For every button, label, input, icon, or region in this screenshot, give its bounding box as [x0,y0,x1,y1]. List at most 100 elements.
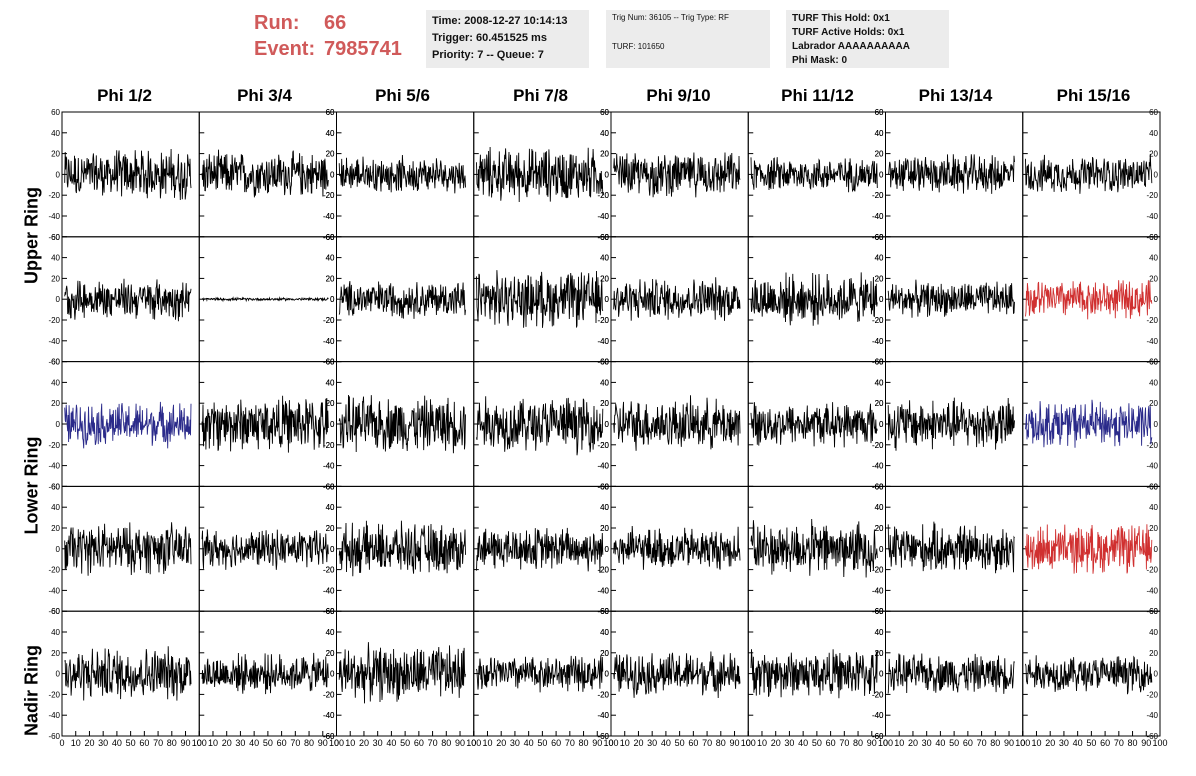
y-tick-label: 40 [51,129,60,138]
y-tick-label: 0 [56,545,61,554]
y-tick-label: -40 [872,711,884,720]
y-tick-label: 60 [51,233,60,242]
y-tick-label: -20 [323,316,335,325]
x-tick-label: 20 [908,738,918,748]
y-tick-label: 40 [600,503,609,512]
x-tick-label: 50 [949,738,959,748]
x-tick-label: 90 [730,738,740,748]
y-tick-label: 60 [1149,607,1158,616]
x-tick-label: 90 [1141,738,1151,748]
y-tick-label: -20 [323,566,335,575]
y-tick-label: -60 [872,732,884,741]
y-tick-label: 20 [600,274,609,283]
y-tick-label: 40 [600,503,609,512]
y-tick-label: 60 [875,482,884,491]
x-tick-label: 0 [883,738,888,748]
y-tick-label: -60 [872,358,884,367]
waveform-trace [64,278,192,322]
x-tick-label: 40 [524,738,534,748]
x-tick-label: 50 [812,738,822,748]
waveform-panel-r2-c6: 60 40 20 0 -20 -40 -60 [872,358,1024,491]
y-tick-label: 20 [326,649,335,658]
waveform-panel-r3-c2: 60 40 20 0 -20 -40 -60 [323,482,475,616]
y-tick-label: 0 [879,420,884,429]
x-tick-label: 60 [139,738,149,748]
y-tick-label: -20 [872,191,884,200]
waveform-panel-r3-c0: 60 40 20 0 -20 -40 -60 [48,482,200,616]
y-tick-label: -60 [323,732,335,741]
y-tick-label: -40 [48,337,60,346]
y-tick-label: -40 [323,586,335,595]
y-tick-label: 20 [1149,649,1158,658]
y-tick-label: 40 [51,503,60,512]
y-tick-label: -40 [872,337,884,346]
y-tick-label: 20 [1149,274,1158,283]
y-tick-label: -20 [323,191,335,200]
x-tick-label: 80 [167,738,177,748]
y-tick-label: -20 [323,441,335,450]
y-tick-label: 60 [600,607,609,616]
waveform-panel-r1-c5: 60 40 20 0 -20 -40 -60 [747,233,886,367]
event-value: 7985741 [324,38,402,60]
waveform-trace [476,396,604,456]
y-tick-label: -60 [597,358,609,367]
y-tick-label: -40 [48,586,60,595]
y-tick-label: 60 [51,358,60,367]
waveform-trace [64,148,192,201]
y-tick-label: 0 [605,420,610,429]
waveform-panel-r1-c2: 60 40 20 0 -20 -40 -60 [323,233,475,367]
waveform-trace [64,401,192,449]
waveform-panel-r1-c4: 60 40 20 0 -20 -40 -60 [597,233,749,367]
y-tick-label: 20 [600,150,609,159]
y-tick-label: 60 [51,482,60,491]
y-tick-label: 0 [330,420,335,429]
y-tick-label: 20 [326,524,335,533]
y-tick-label: -40 [597,212,609,221]
y-tick-label: -40 [323,711,335,720]
x-tick-label: 50 [675,738,685,748]
x-tick-label: 60 [826,738,836,748]
x-tick-label: 100 [329,738,344,748]
y-tick-label: -40 [597,337,609,346]
y-tick-label: 40 [600,628,609,637]
y-tick-label: -60 [597,732,609,741]
y-tick-label: 60 [600,607,609,616]
y-tick-label: 40 [1149,503,1158,512]
y-tick-label: -20 [872,566,884,575]
y-tick-label: 20 [1149,524,1158,533]
y-tick-label: -20 [48,191,60,200]
y-tick-label: -20 [323,191,335,200]
waveform-trace [476,527,604,573]
waveform-trace [887,397,1015,451]
x-tick-label: 50 [400,738,410,748]
y-tick-label: -60 [597,358,609,367]
x-tick-label: 50 [263,738,273,748]
waveform-trace [1025,280,1153,320]
y-tick-label: -40 [48,711,60,720]
waveform-trace [750,649,878,699]
y-tick-label: -20 [597,441,609,450]
y-tick-label: 40 [1149,378,1158,387]
y-tick-label: 40 [875,129,884,138]
y-tick-label: 20 [875,649,884,658]
x-tick-label: 90 [867,738,877,748]
y-tick-label: 60 [600,482,609,491]
y-tick-label: -40 [323,711,335,720]
y-tick-label: -40 [597,462,609,471]
y-tick-label: -20 [597,191,609,200]
y-tick-label: 0 [330,170,335,179]
y-tick-label: 40 [600,254,609,263]
y-tick-label: 0 [1154,545,1159,554]
priority-text: Priority: 7 -- Queue: 7 [432,49,544,61]
y-tick-label: 60 [326,607,335,616]
time-text: Time: 2008-12-27 10:14:13 [432,15,568,27]
y-tick-label: -20 [872,316,884,325]
y-tick-label: 20 [600,399,609,408]
y-tick-label: -20 [597,566,609,575]
y-tick-label: -40 [48,462,60,471]
waveform-trace [201,149,329,198]
y-tick-label: 20 [600,524,609,533]
y-tick-label: -60 [323,358,335,367]
